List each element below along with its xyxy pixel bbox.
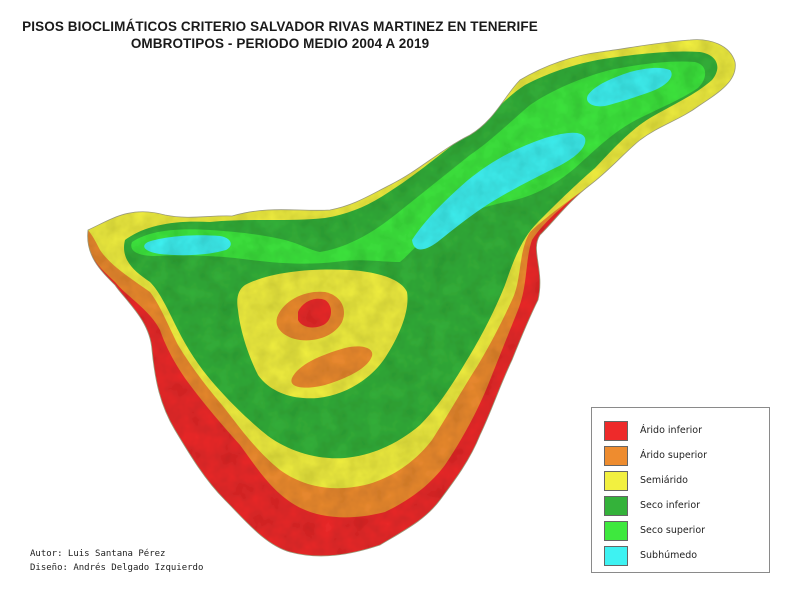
legend-label: Semiárido xyxy=(640,475,688,486)
title-line-1: PISOS BIOCLIMÁTICOS CRITERIO SALVADOR RI… xyxy=(22,19,538,34)
legend-label: Árido superior xyxy=(640,450,708,461)
legend-label: Seco superior xyxy=(640,525,706,536)
legend-label: Seco inferior xyxy=(640,500,701,511)
title-line-2: OMBROTIPOS - PERIODO MEDIO 2004 A 2019 xyxy=(130,36,430,51)
credits: Autor: Luis Santana Pérez Diseño: Andrés… xyxy=(30,547,203,575)
legend-swatch xyxy=(604,546,628,566)
author-credit: Autor: Luis Santana Pérez xyxy=(30,549,166,559)
legend-item-arido-superior: Árido superior xyxy=(604,446,764,468)
zone-arido-superior-patch xyxy=(291,346,373,388)
design-credit: Diseño: Andrés Delgado Izquierdo xyxy=(30,563,204,573)
zone-subhumedo-central xyxy=(412,132,586,250)
legend-item-arido-inferior: Árido inferior xyxy=(604,421,764,443)
legend-swatch xyxy=(604,446,628,466)
zone-arido-inferior-peak xyxy=(298,298,331,328)
zone-subhumedo-west xyxy=(144,235,231,256)
legend-swatch xyxy=(604,471,628,491)
legend-item-semiarido: Semiárido xyxy=(604,471,764,493)
legend-label: Árido inferior xyxy=(640,425,703,436)
map-title: PISOS BIOCLIMÁTICOS CRITERIO SALVADOR RI… xyxy=(0,18,560,52)
legend-swatch xyxy=(604,496,628,516)
legend-item-subhumedo: Subhúmedo xyxy=(604,546,764,568)
legend-item-seco-superior: Seco superior xyxy=(604,521,764,543)
island-coastline xyxy=(87,39,736,557)
legend-swatch xyxy=(604,521,628,541)
zone-seco-superior xyxy=(131,61,706,264)
legend-label: Subhúmedo xyxy=(640,550,698,561)
legend-item-seco-inferior: Seco inferior xyxy=(604,496,764,518)
legend-swatch xyxy=(604,421,628,441)
zone-subhumedo-east xyxy=(586,67,672,107)
legend: Árido inferior Árido superior Semiárido … xyxy=(591,407,770,573)
